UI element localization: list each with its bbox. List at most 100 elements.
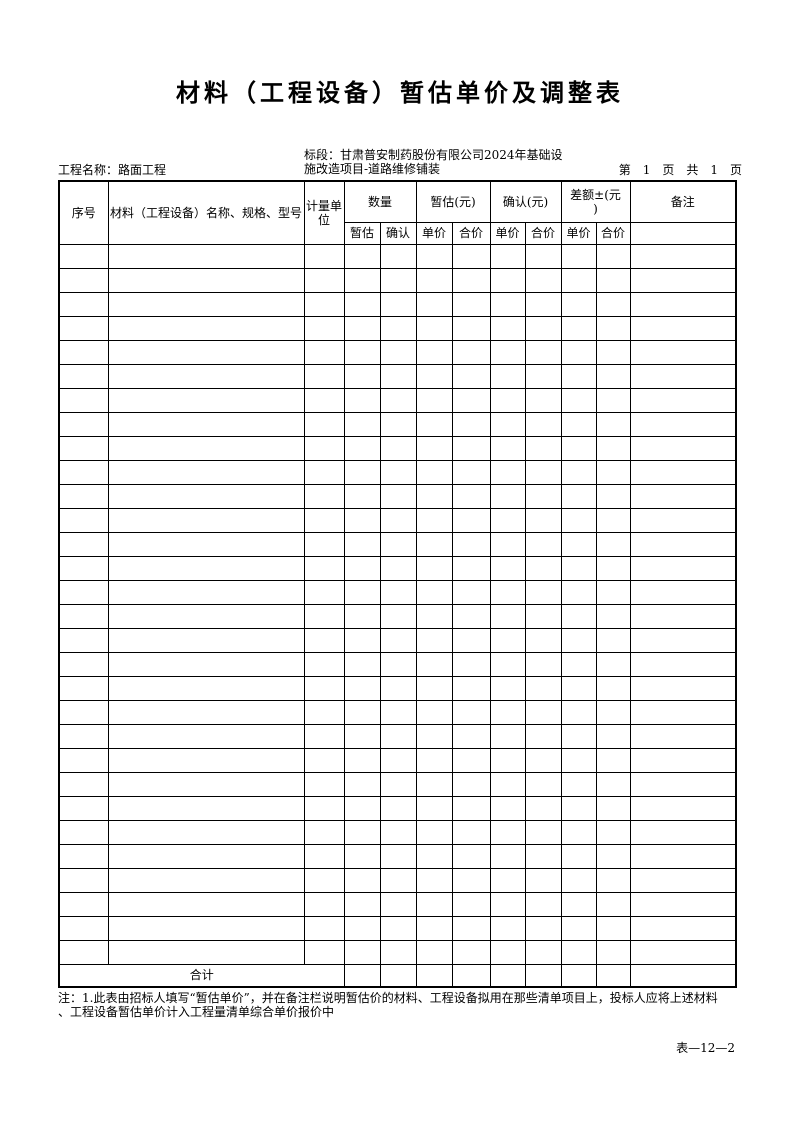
empty-cell (379, 411, 417, 437)
table-row (58, 627, 737, 653)
empty-cell (58, 387, 109, 413)
empty-cell (560, 483, 597, 509)
project-name-label: 工程名称：路面工程 (58, 163, 167, 177)
header-remark: 备注 (629, 180, 737, 223)
total-cell (343, 963, 381, 988)
empty-cell (489, 603, 526, 629)
empty-cell (303, 243, 345, 269)
page-title: 材料（工程设备）暂估单价及调整表 (176, 78, 624, 107)
empty-cell (343, 819, 381, 845)
empty-cell (343, 699, 381, 725)
empty-cell (524, 867, 562, 893)
empty-cell (560, 699, 597, 725)
empty-cell (415, 459, 453, 485)
table-row (58, 555, 737, 581)
empty-cell (629, 819, 737, 845)
empty-cell (343, 795, 381, 821)
empty-cell (379, 819, 417, 845)
empty-cell (524, 675, 562, 701)
empty-cell (379, 915, 417, 941)
empty-cell (415, 771, 453, 797)
empty-cell (415, 747, 453, 773)
empty-cell (489, 267, 526, 293)
total-cell (489, 963, 526, 988)
empty-cell (343, 771, 381, 797)
empty-cell (303, 363, 345, 389)
empty-cell (379, 603, 417, 629)
empty-cell (524, 291, 562, 317)
empty-cell (107, 555, 305, 581)
empty-cell (629, 339, 737, 365)
empty-cell (379, 675, 417, 701)
empty-cell (379, 555, 417, 581)
empty-cell (524, 555, 562, 581)
empty-cell (524, 483, 562, 509)
empty-cell (595, 243, 631, 269)
empty-cell (58, 699, 109, 725)
empty-cell (58, 435, 109, 461)
empty-cell (58, 483, 109, 509)
empty-cell (560, 867, 597, 893)
empty-cell (379, 435, 417, 461)
empty-cell (524, 267, 562, 293)
empty-cell (595, 675, 631, 701)
empty-cell (107, 363, 305, 389)
empty-cell (524, 459, 562, 485)
empty-cell (451, 843, 491, 869)
empty-cell (107, 243, 305, 269)
empty-cell (595, 315, 631, 341)
table-row (58, 267, 737, 293)
empty-cell (629, 315, 737, 341)
empty-cell (451, 819, 491, 845)
empty-cell (58, 843, 109, 869)
empty-cell (379, 267, 417, 293)
empty-cell (595, 891, 631, 917)
empty-cell (58, 603, 109, 629)
empty-cell (107, 675, 305, 701)
empty-cell (343, 483, 381, 509)
section-label-line1: 标段：甘肃普安制药股份有限公司2024年基础设 (304, 148, 563, 162)
empty-cell (560, 291, 597, 317)
empty-cell (303, 387, 345, 413)
empty-cell (58, 411, 109, 437)
empty-cell (524, 651, 562, 677)
empty-cell (58, 939, 109, 965)
empty-cell (415, 411, 453, 437)
empty-cell (489, 363, 526, 389)
empty-cell (415, 795, 453, 821)
empty-cell (560, 411, 597, 437)
empty-cell (489, 243, 526, 269)
empty-cell (451, 771, 491, 797)
empty-cell (629, 771, 737, 797)
empty-cell (629, 723, 737, 749)
empty-cell (415, 531, 453, 557)
total-cell (524, 963, 562, 988)
empty-cell (451, 795, 491, 821)
empty-cell (489, 867, 526, 893)
empty-cell (343, 339, 381, 365)
empty-cell (595, 507, 631, 533)
empty-cell (595, 915, 631, 941)
empty-cell (451, 291, 491, 317)
empty-cell (560, 339, 597, 365)
empty-cell (524, 891, 562, 917)
empty-cell (451, 507, 491, 533)
empty-cell (303, 891, 345, 917)
empty-cell (489, 723, 526, 749)
empty-cell (343, 411, 381, 437)
table-row (58, 411, 737, 437)
empty-cell (58, 555, 109, 581)
empty-cell (415, 579, 453, 605)
empty-cell (343, 579, 381, 605)
empty-cell (303, 867, 345, 893)
empty-cell (524, 339, 562, 365)
table-row (58, 507, 737, 533)
empty-cell (524, 363, 562, 389)
subheader-quantity-provisional: 暂估 (343, 221, 381, 245)
table-row (58, 915, 737, 941)
empty-cell (343, 291, 381, 317)
empty-cell (107, 627, 305, 653)
empty-cell (343, 723, 381, 749)
empty-cell (524, 843, 562, 869)
table-row (58, 387, 737, 413)
